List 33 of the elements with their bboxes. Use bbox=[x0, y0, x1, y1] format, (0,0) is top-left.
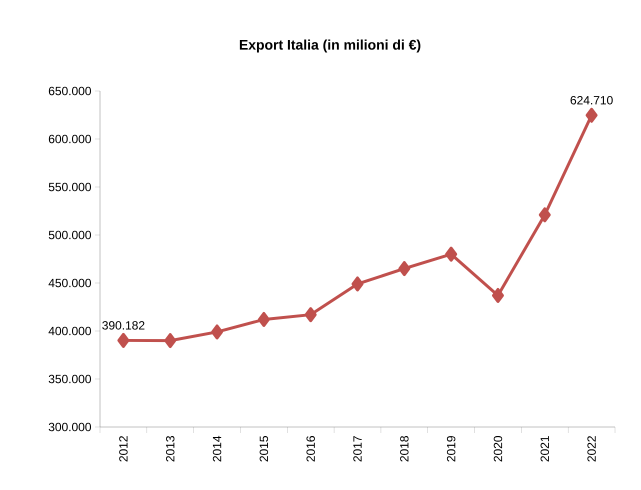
point bbox=[492, 288, 504, 303]
point bbox=[164, 333, 176, 348]
data-label: 624.710 bbox=[570, 96, 613, 104]
x-tick-label: 2019 bbox=[446, 436, 456, 462]
chart-title: Export Italia (in milioni di €) bbox=[240, 39, 420, 52]
x-tick-label: 2022 bbox=[587, 436, 596, 462]
point bbox=[258, 312, 270, 327]
x-tick-label: 2021 bbox=[540, 436, 550, 462]
x-tick-label: 2020 bbox=[494, 436, 502, 462]
point bbox=[304, 307, 317, 322]
data-label: 390.182 bbox=[102, 321, 144, 330]
point bbox=[398, 261, 410, 276]
x-tick-label: 2013 bbox=[166, 436, 174, 462]
y-tick-label: 300.000 bbox=[48, 422, 92, 432]
y-tick-label: 500.000 bbox=[48, 230, 92, 240]
y-tick-label: 450.000 bbox=[48, 278, 92, 288]
point bbox=[538, 207, 551, 222]
point bbox=[352, 276, 364, 292]
point bbox=[117, 332, 130, 348]
y-tick-label: 550.000 bbox=[48, 182, 92, 192]
x-tick-label: 2015 bbox=[260, 436, 268, 462]
y-tick-label: 600.000 bbox=[48, 134, 92, 144]
x-tick-label: 2014 bbox=[212, 436, 222, 462]
y-tick-label: 400.000 bbox=[48, 326, 92, 336]
point bbox=[586, 108, 598, 123]
x-tick-label: 2017 bbox=[353, 436, 362, 462]
point bbox=[211, 324, 224, 340]
x-tick-label: 2012 bbox=[119, 436, 128, 462]
y-tick-label: 350.000 bbox=[48, 374, 92, 384]
x-tick-label: 2016 bbox=[306, 436, 315, 462]
y-tick-label: 650.000 bbox=[48, 86, 92, 96]
x-tick-label: 2018 bbox=[400, 436, 409, 462]
point bbox=[445, 246, 458, 262]
